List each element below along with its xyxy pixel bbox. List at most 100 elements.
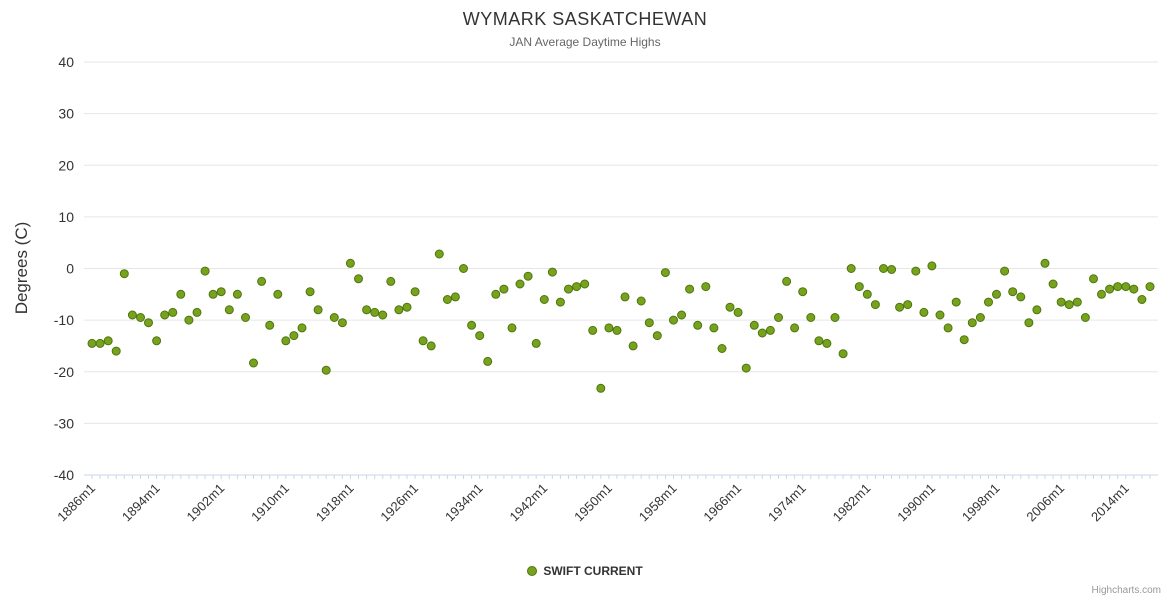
data-point[interactable] (992, 289, 1001, 299)
data-point[interactable] (410, 287, 420, 297)
data-point[interactable] (491, 289, 501, 299)
data-point[interactable] (862, 289, 872, 299)
data-point[interactable] (838, 349, 848, 359)
data-point[interactable] (257, 276, 267, 286)
data-point[interactable] (1080, 313, 1090, 322)
data-point[interactable] (216, 287, 226, 297)
data-point[interactable] (515, 279, 525, 289)
data-point[interactable] (555, 297, 565, 307)
data-point[interactable] (757, 328, 767, 338)
data-point[interactable] (588, 325, 598, 335)
data-point[interactable] (725, 302, 735, 312)
data-point[interactable] (249, 358, 258, 368)
data-point[interactable] (103, 336, 113, 346)
data-point[interactable] (604, 323, 614, 333)
data-point[interactable] (628, 341, 638, 351)
data-point[interactable] (547, 267, 557, 277)
data-point[interactable] (192, 307, 202, 317)
data-point[interactable] (749, 320, 759, 330)
data-point[interactable] (208, 289, 218, 299)
data-point[interactable] (475, 331, 485, 341)
data-point[interactable] (1089, 274, 1098, 284)
data-point[interactable] (879, 264, 888, 273)
data-point[interactable] (774, 313, 783, 322)
data-point[interactable] (903, 300, 913, 310)
data-point[interactable] (378, 310, 388, 320)
legend-item-swift-current[interactable]: SWIFT CURRENT (0, 564, 1170, 578)
data-point[interactable] (152, 336, 162, 346)
data-point[interactable] (160, 310, 170, 320)
data-point[interactable] (483, 356, 493, 366)
data-point[interactable] (329, 313, 339, 322)
data-point[interactable] (426, 341, 436, 351)
data-point[interactable] (830, 313, 840, 322)
data-point[interactable] (854, 282, 864, 292)
data-point[interactable] (539, 295, 549, 304)
data-point[interactable] (959, 335, 969, 345)
data-point[interactable] (265, 320, 275, 330)
data-point[interactable] (636, 296, 646, 306)
data-point[interactable] (580, 279, 590, 289)
data-point[interactable] (1016, 292, 1026, 302)
data-point[interactable] (176, 289, 186, 299)
data-point[interactable] (644, 318, 654, 328)
data-point[interactable] (450, 292, 460, 302)
data-point[interactable] (693, 320, 703, 330)
data-point[interactable] (370, 307, 380, 317)
data-point[interactable] (523, 271, 533, 281)
data-point[interactable] (281, 336, 291, 346)
data-point[interactable] (499, 284, 509, 294)
data-point[interactable] (887, 265, 897, 274)
data-point[interactable] (224, 305, 234, 315)
data-point[interactable] (984, 297, 993, 307)
data-point[interactable] (362, 305, 372, 315)
data-point[interactable] (402, 302, 412, 312)
data-point[interactable] (1024, 318, 1034, 328)
data-point[interactable] (870, 300, 880, 310)
data-point[interactable] (798, 287, 808, 297)
data-point[interactable] (232, 289, 242, 299)
data-point[interactable] (701, 282, 711, 292)
data-point[interactable] (1072, 297, 1082, 307)
data-point[interactable] (119, 269, 129, 279)
data-point[interactable] (717, 344, 727, 353)
data-point[interactable] (136, 313, 145, 322)
data-point[interactable] (434, 249, 444, 259)
data-point[interactable] (467, 320, 477, 330)
data-point[interactable] (822, 338, 832, 348)
data-point[interactable] (1040, 258, 1050, 268)
data-point[interactable] (127, 310, 137, 320)
data-point[interactable] (612, 325, 622, 335)
data-point[interactable] (677, 310, 687, 320)
data-point[interactable] (790, 323, 800, 333)
data-point[interactable] (652, 331, 662, 341)
data-point[interactable] (846, 264, 856, 273)
data-point[interactable] (814, 336, 824, 346)
data-point[interactable] (967, 318, 977, 328)
data-point[interactable] (782, 276, 792, 286)
data-point[interactable] (1121, 282, 1131, 292)
data-point[interactable] (1097, 289, 1106, 299)
data-point[interactable] (564, 284, 573, 294)
data-point[interactable] (1000, 266, 1010, 276)
data-point[interactable] (200, 266, 210, 276)
data-point[interactable] (1129, 284, 1139, 294)
data-point[interactable] (943, 323, 953, 333)
data-point[interactable] (507, 323, 517, 333)
data-point[interactable] (442, 295, 452, 304)
data-point[interactable] (313, 305, 323, 315)
data-point[interactable] (1113, 282, 1123, 292)
data-point[interactable] (354, 274, 363, 284)
data-point[interactable] (1048, 279, 1058, 289)
data-point[interactable] (241, 313, 250, 322)
data-point[interactable] (297, 323, 307, 333)
data-point[interactable] (919, 307, 929, 317)
data-point[interactable] (321, 365, 331, 375)
data-point[interactable] (184, 315, 194, 325)
data-point[interactable] (1137, 295, 1147, 304)
data-point[interactable] (709, 323, 719, 333)
data-point[interactable] (1105, 284, 1115, 294)
data-point[interactable] (1145, 282, 1155, 292)
data-point[interactable] (1008, 287, 1018, 297)
data-point[interactable] (1064, 300, 1074, 310)
